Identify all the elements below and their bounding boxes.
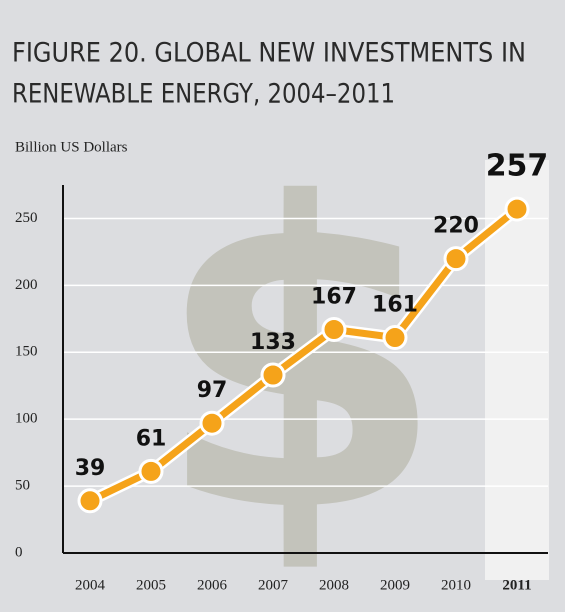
x-tick-label: 2009 <box>380 577 410 593</box>
marker <box>445 248 467 270</box>
marker <box>79 490 101 512</box>
marker <box>323 319 345 341</box>
data-label: 167 <box>311 285 357 310</box>
y-tick-label: 100 <box>15 411 38 427</box>
marker <box>384 327 406 349</box>
marker <box>140 460 162 482</box>
chart: FIGURE 20. GLOBAL NEW INVESTMENTS IN REN… <box>0 0 565 612</box>
data-label: 133 <box>250 330 296 355</box>
y-tick-label: 50 <box>15 478 30 494</box>
marker <box>201 412 223 434</box>
chart-title: FIGURE 20. GLOBAL NEW INVESTMENTS IN <box>12 38 526 69</box>
marker <box>262 364 284 386</box>
data-label: 61 <box>136 426 167 451</box>
x-tick-label: 2004 <box>75 577 106 593</box>
x-tick-label: 2007 <box>258 577 289 593</box>
y-tick-label: 0 <box>15 544 23 560</box>
y-tick-label: 250 <box>15 210 38 226</box>
marker <box>506 198 528 220</box>
data-label: 161 <box>372 293 418 318</box>
data-label: 220 <box>433 214 479 239</box>
x-tick-label: 2011 <box>502 577 531 593</box>
chart-title: RENEWABLE ENERGY, 2004–2011 <box>12 79 395 110</box>
y-tick-label: 200 <box>15 277 38 293</box>
y-tick-label: 150 <box>15 344 38 360</box>
x-tick-label: 2005 <box>136 577 166 593</box>
x-tick-label: 2008 <box>319 577 349 593</box>
data-label: 97 <box>197 378 228 403</box>
x-tick-label: 2006 <box>197 577 228 593</box>
x-tick-label: 2010 <box>441 577 471 593</box>
data-label: 39 <box>75 456 106 481</box>
data-label: 257 <box>486 149 549 184</box>
y-axis-label: Billion US Dollars <box>15 139 128 155</box>
